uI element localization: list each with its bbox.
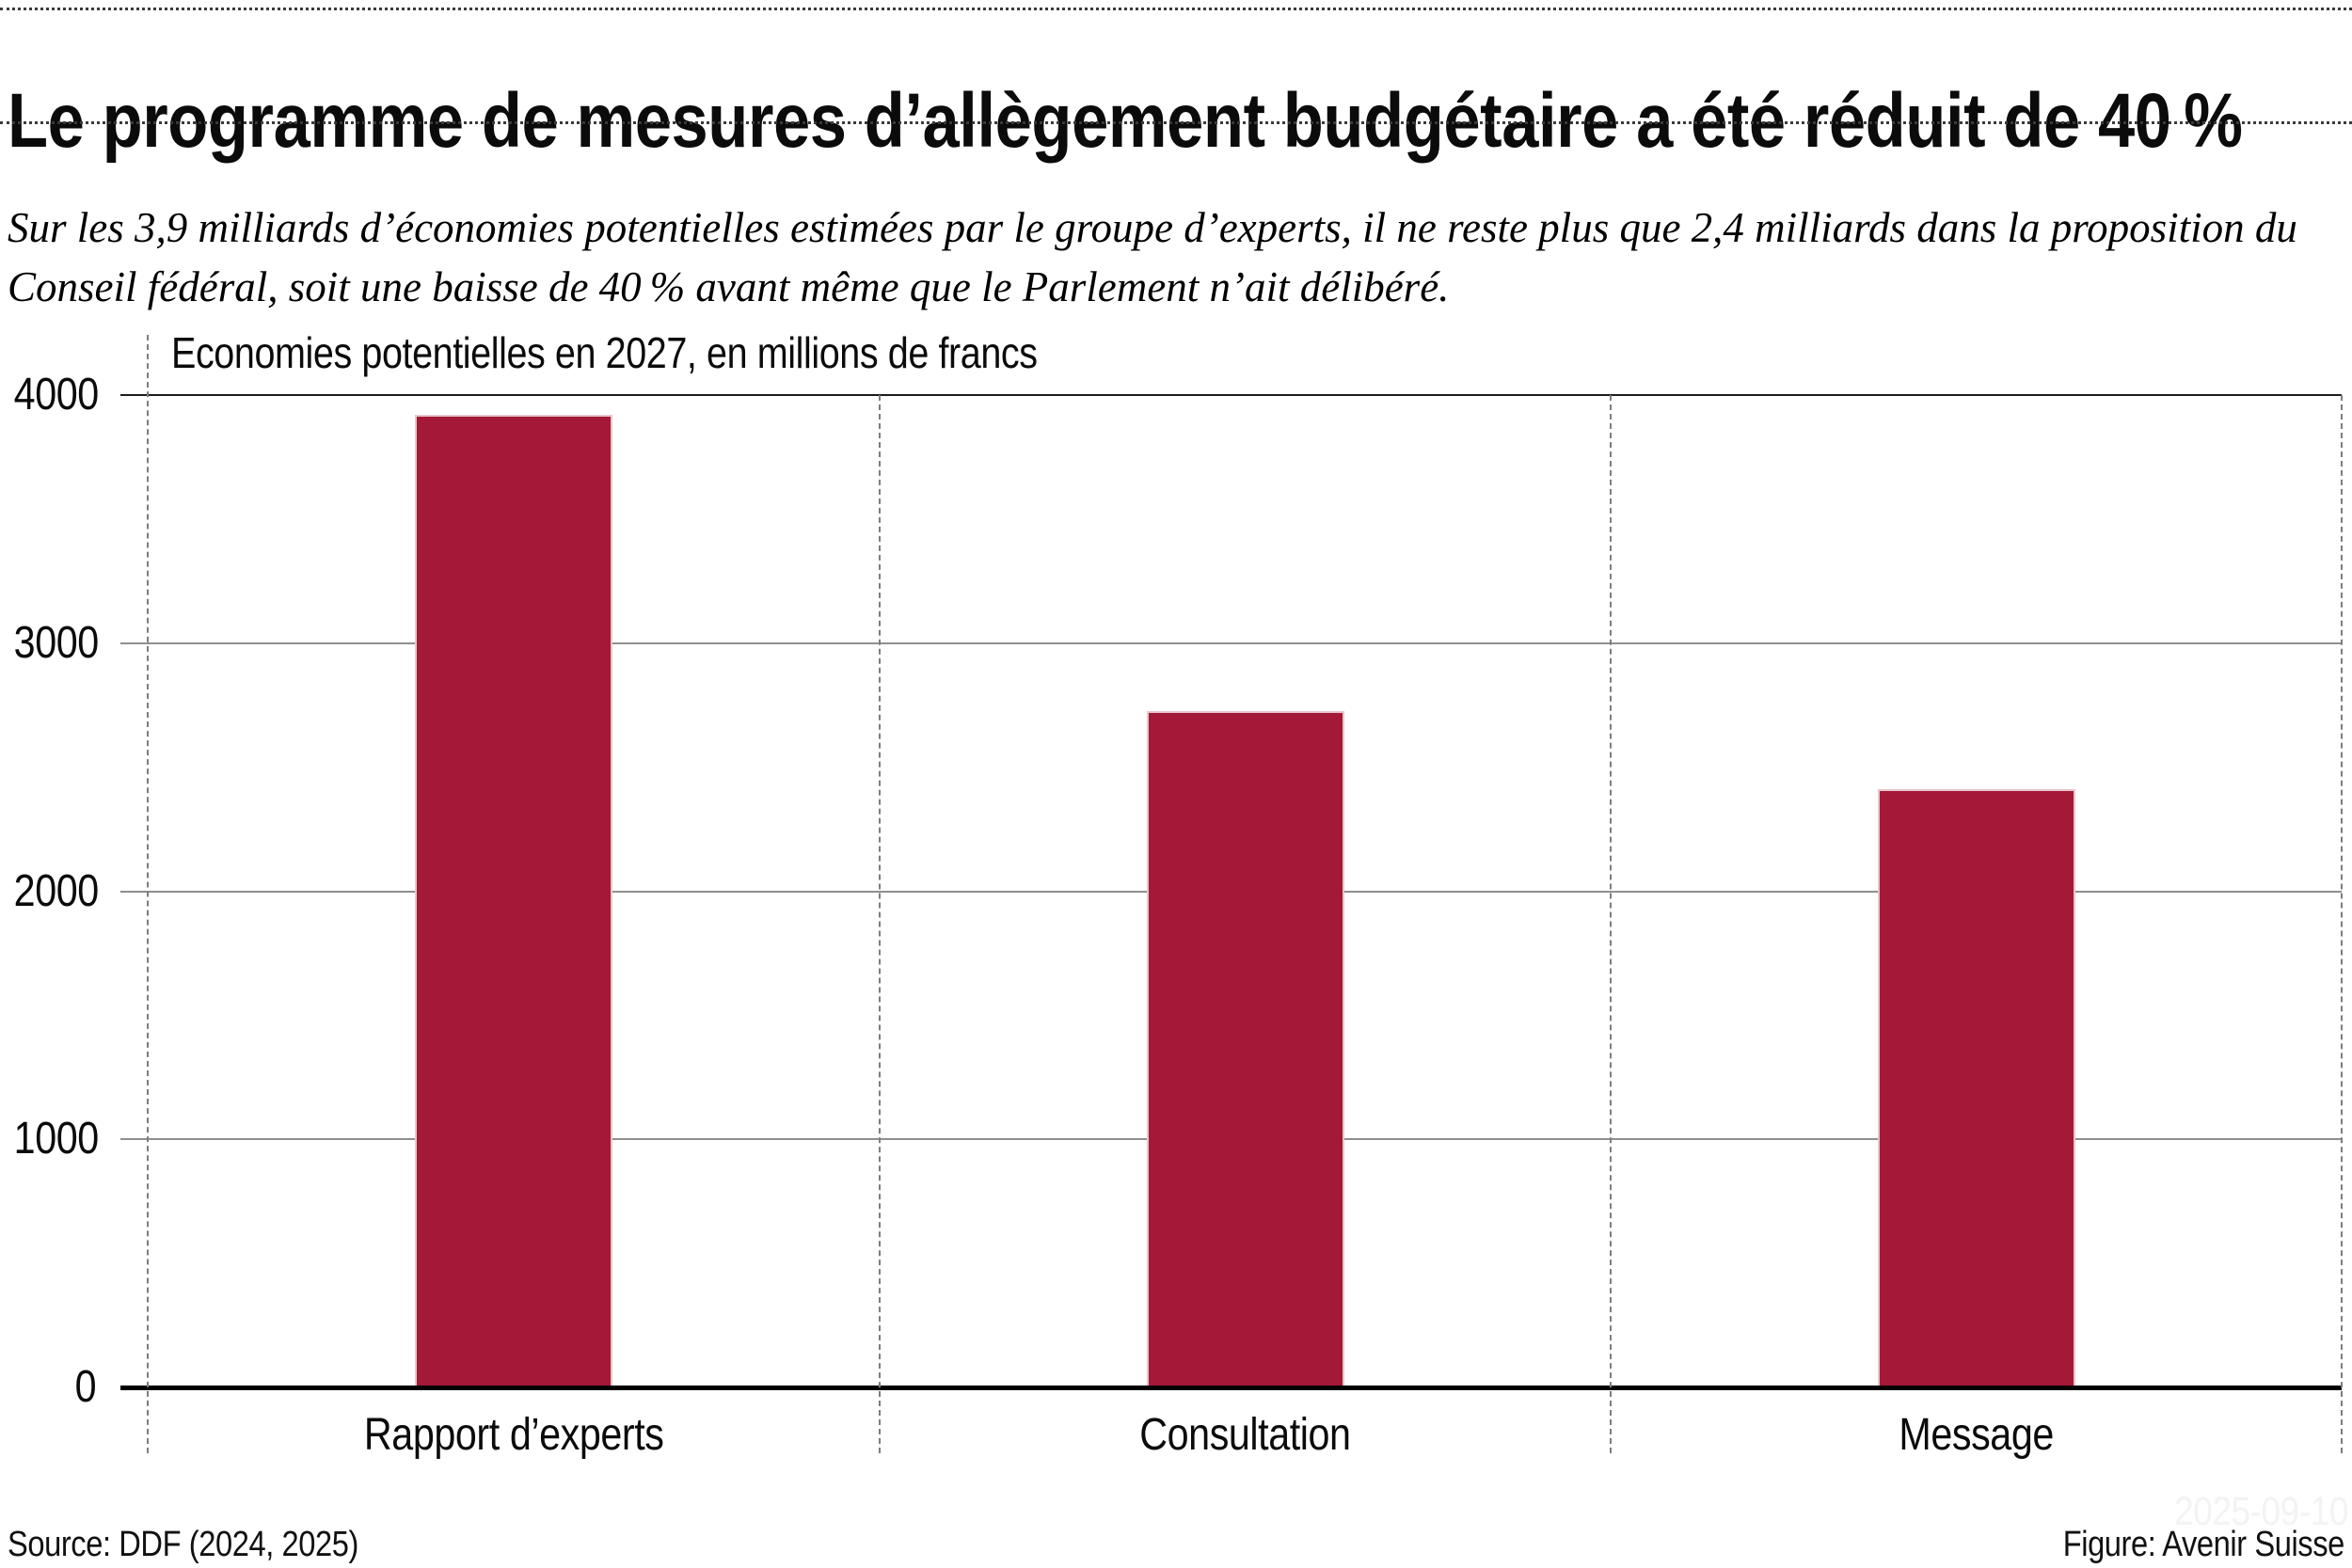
- y-tick-label: 0: [0, 1365, 96, 1410]
- bar-3: [1877, 789, 2075, 1386]
- page-title: Le programme de mesures d’allègement bud…: [8, 76, 2352, 166]
- gridline-y4000: [120, 394, 2342, 396]
- gridline-y3000: [120, 641, 2342, 644]
- subtitle: Sur les 3,9 milliards d’économies potent…: [8, 204, 2297, 310]
- x-category-label-text: Message: [1899, 1410, 2054, 1460]
- x-category-label-text: Rapport d’experts: [363, 1410, 664, 1460]
- date-watermark: 2025-09-10: [1407, 1489, 2348, 1535]
- x-axis-baseline: [120, 1386, 2342, 1390]
- x-category-label-text: Consultation: [1139, 1410, 1351, 1460]
- y-tick-label: 1000: [0, 1114, 100, 1164]
- figure-credit: Figure: Avenir Suisse: [1216, 1525, 2345, 1565]
- y-tick-label: 3000: [0, 617, 100, 668]
- y-tick-label: 2000: [0, 865, 100, 916]
- y-tick-label-text: 4000: [13, 370, 100, 420]
- column-separator-line: [879, 395, 881, 1453]
- y-tick-label-text: 1000: [13, 1114, 100, 1164]
- source-note-text: Source: DDF (2024, 2025): [8, 1525, 358, 1564]
- bar-1: [415, 415, 612, 1386]
- column-separator-line: [147, 335, 149, 1453]
- title-dotted-rule: [0, 121, 2352, 124]
- x-category-label: Rapport d’experts: [222, 1411, 805, 1460]
- y-tick-label-text: 2000: [13, 865, 100, 916]
- figure-credit-text: Figure: Avenir Suisse: [2062, 1525, 2345, 1564]
- chart-title-text: Economies potentielles en 2027, en milli…: [171, 328, 1038, 377]
- column-separator-line: [1610, 395, 1612, 1453]
- y-tick-label-text: 0: [74, 1362, 96, 1412]
- bar-2: [1146, 711, 1344, 1386]
- x-category-label: Message: [1685, 1411, 2268, 1460]
- y-tick-label-text: 3000: [13, 617, 100, 668]
- date-watermark-text: 2025-09-10: [2174, 1489, 2348, 1534]
- column-separator-line: [2341, 395, 2343, 1453]
- x-category-label: Consultation: [954, 1411, 1537, 1460]
- y-tick-label: 4000: [0, 370, 100, 420]
- top-dotted-rule: [0, 8, 2352, 10]
- page-title-text: Le programme de mesures d’allègement bud…: [8, 77, 2243, 164]
- chart-title: Economies potentielles en 2027, en milli…: [171, 327, 1178, 378]
- source-note: Source: DDF (2024, 2025): [8, 1525, 1136, 1565]
